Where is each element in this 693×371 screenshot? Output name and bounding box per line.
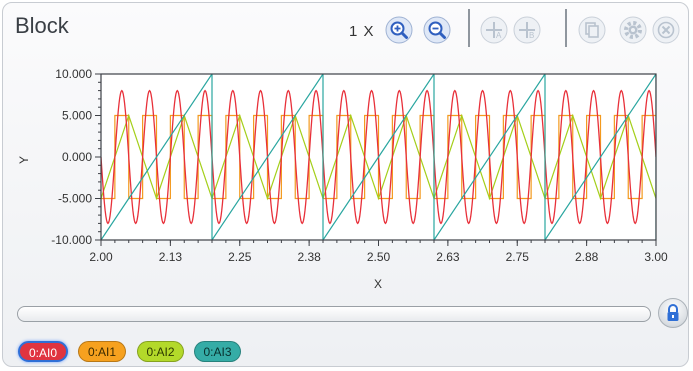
x-tick-label: 2.50 xyxy=(367,250,391,264)
x-tick-label: 2.88 xyxy=(575,250,599,264)
legend-item-0-ai3[interactable]: 0:AI3 xyxy=(194,341,241,362)
settings-button[interactable] xyxy=(619,16,647,44)
copy-button[interactable] xyxy=(578,16,606,44)
cursor-b-icon: B xyxy=(513,16,541,44)
y-tick-label: -10.000 xyxy=(51,233,92,247)
gear-icon xyxy=(619,16,647,44)
y-tick-label: -5.000 xyxy=(58,192,92,206)
copy-icon xyxy=(578,16,606,44)
waveform-chart[interactable]: 2.00 2.13 2.25 2.38 2.50 2.63 2.75 2.88 3.00 10.0… xyxy=(0,0,693,300)
y-tick-label: 0.000 xyxy=(62,150,92,164)
x-tick-label: 2.00 xyxy=(89,250,113,264)
panel-title: Block xyxy=(15,13,69,38)
legend-item-0-ai1[interactable]: 0:AI1 xyxy=(78,341,126,362)
toolbar-separator xyxy=(468,9,470,47)
legend-item-0-ai0[interactable]: 0:AI0 xyxy=(18,341,68,362)
close-button[interactable] xyxy=(652,16,680,44)
horizontal-scrollbar[interactable] xyxy=(17,306,651,322)
close-icon xyxy=(652,16,680,44)
lock-icon xyxy=(667,304,679,321)
y-axis-label: Y xyxy=(17,156,31,164)
zoom-level: 1 X xyxy=(349,23,375,40)
svg-text:A: A xyxy=(496,31,502,40)
x-tick-label: 2.63 xyxy=(436,250,460,264)
cursor-b-button[interactable]: B xyxy=(513,16,541,44)
zoom-out-button[interactable] xyxy=(423,16,451,44)
x-tick-label: 3.00 xyxy=(644,250,668,264)
svg-text:B: B xyxy=(529,31,534,40)
y-tick-label: 10.000 xyxy=(55,67,92,81)
x-tick-label: 2.38 xyxy=(297,250,321,264)
cursor-a-icon: A xyxy=(480,16,508,44)
y-tick-label: 5.000 xyxy=(62,109,92,123)
x-axis-label: X xyxy=(374,277,382,291)
zoom-in-icon xyxy=(385,16,413,44)
lock-button[interactable] xyxy=(658,298,688,328)
x-tick-label: 2.75 xyxy=(506,250,530,264)
x-tick-label: 2.25 xyxy=(228,250,252,264)
zoom-in-button[interactable] xyxy=(385,16,413,44)
x-tick-label: 2.13 xyxy=(159,250,183,264)
legend-item-0-ai2[interactable]: 0:AI2 xyxy=(137,341,184,362)
series-line-0-ai2 xyxy=(101,113,656,201)
zoom-out-icon xyxy=(423,16,451,44)
cursor-a-button[interactable]: A xyxy=(480,16,508,44)
toolbar-separator xyxy=(565,9,567,47)
